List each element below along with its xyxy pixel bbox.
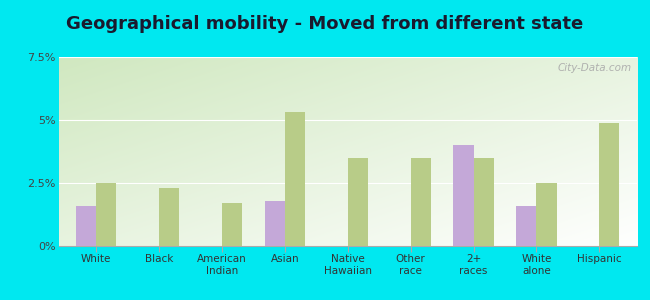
Bar — [516, 206, 536, 246]
Text: Geographical mobility - Moved from different state: Geographical mobility - Moved from diffe… — [66, 15, 584, 33]
Bar — [265, 201, 285, 246]
Bar — [411, 158, 431, 246]
Bar — [76, 206, 96, 246]
Bar — [536, 183, 556, 246]
Bar — [96, 183, 116, 246]
Bar — [222, 203, 242, 246]
Bar — [159, 188, 179, 246]
Bar — [473, 158, 493, 246]
Bar — [599, 122, 619, 246]
Bar — [454, 145, 473, 246]
Text: City-Data.com: City-Data.com — [557, 63, 631, 73]
Bar — [348, 158, 368, 246]
Bar — [285, 112, 305, 246]
